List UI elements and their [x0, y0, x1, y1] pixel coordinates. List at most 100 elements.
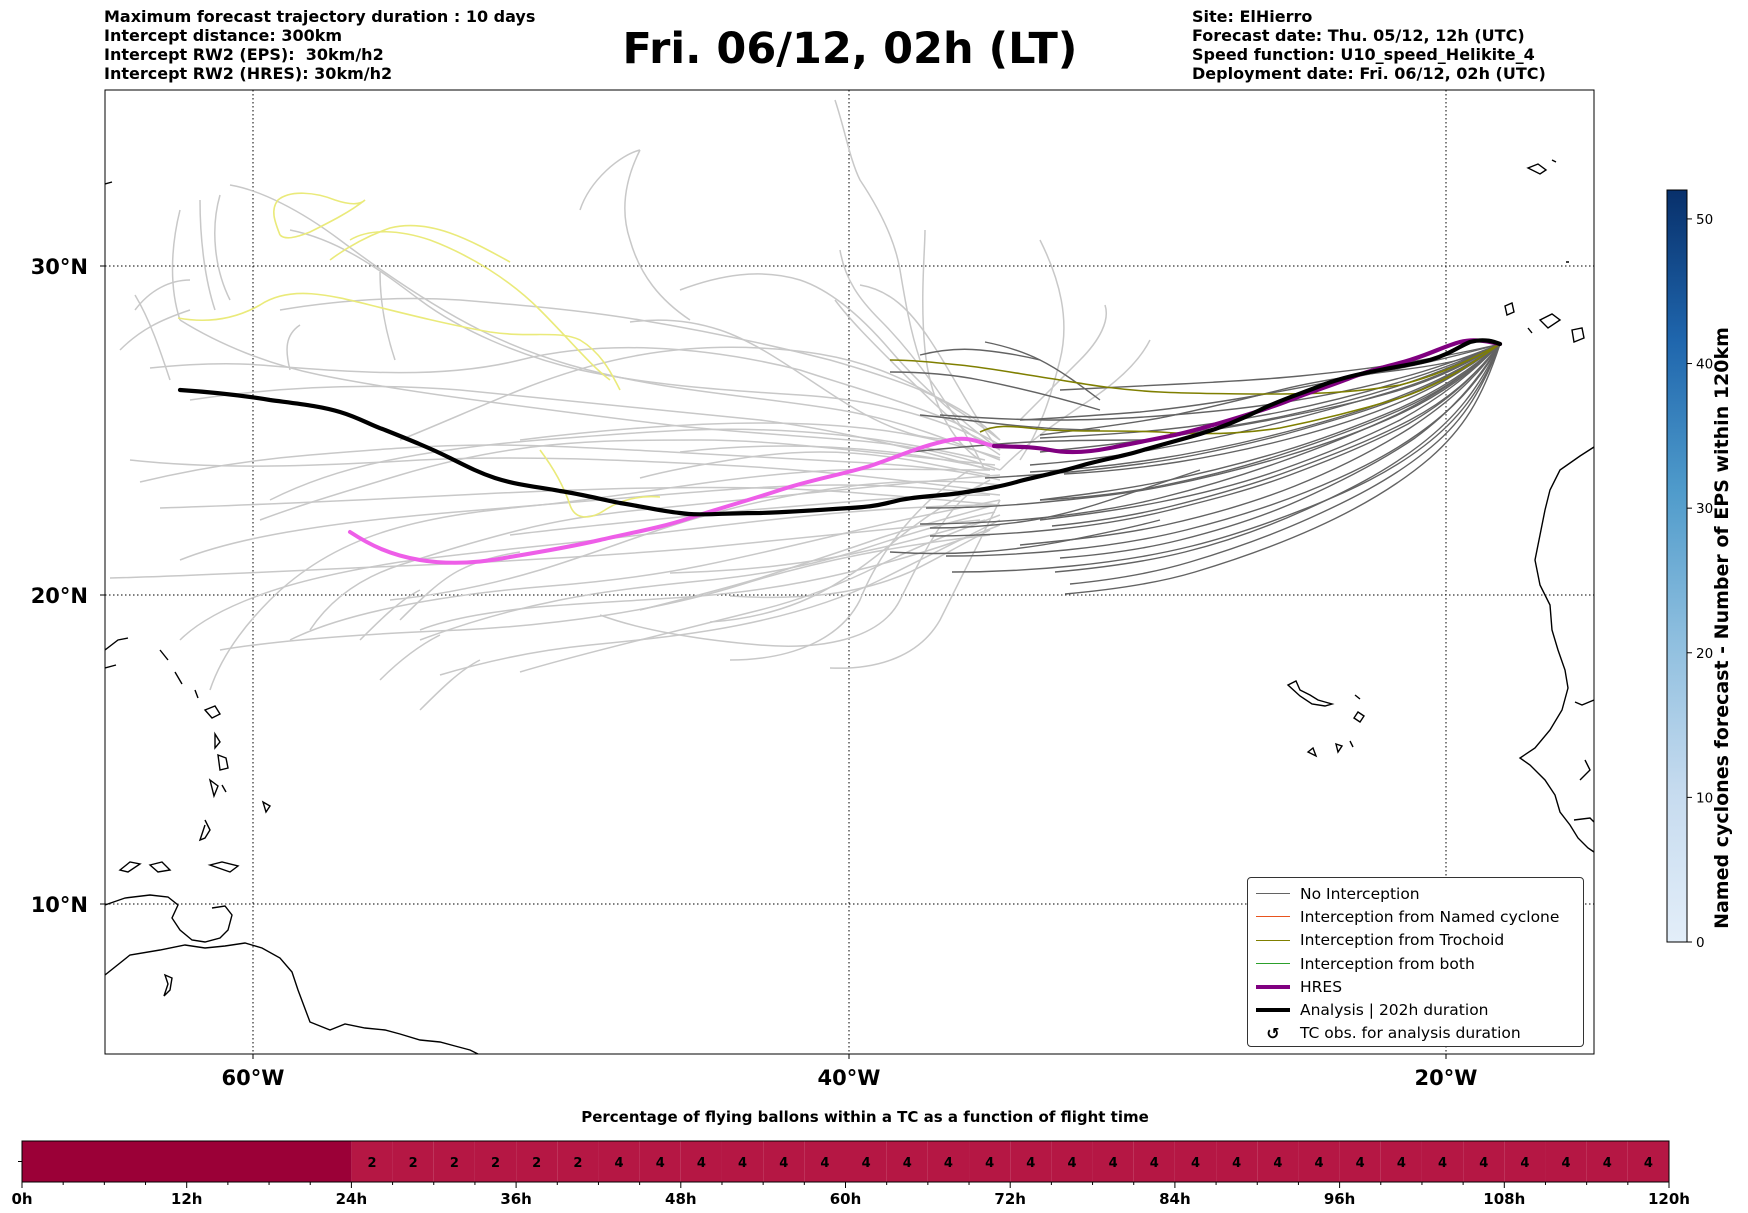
island-canary-3 [1571, 327, 1585, 343]
island-cape-verde-1 [1286, 680, 1335, 707]
timeline-cell [1216, 1141, 1258, 1182]
timeline-cell [1339, 1141, 1381, 1182]
timeline-cell-value: 4 [944, 1156, 953, 1171]
timeline-cell-value: 4 [1520, 1156, 1529, 1171]
legend-item-analysis: Analysis | 202h duration [1248, 998, 1583, 1021]
coast-south-america [105, 942, 479, 1054]
timeline-tick-label: 36h [500, 1190, 532, 1208]
timeline-cell [392, 1141, 434, 1182]
island-cape-verde-3 [1353, 711, 1365, 723]
coast-cuba-hispaniola [105, 637, 199, 699]
timeline-cell-value: 4 [615, 1156, 624, 1171]
island-cape-verde-2 [1354, 694, 1361, 700]
coast-africa [1518, 446, 1594, 853]
timeline-cell [1092, 1141, 1134, 1182]
timeline-cell [804, 1141, 846, 1182]
eps-tracks-yellow [177, 192, 661, 518]
timeline-tick-label: 72h [994, 1190, 1026, 1208]
island-antilles-7 [261, 800, 271, 814]
map-legend: No Interception Interception from Named … [1247, 877, 1584, 1047]
island-antilles-9 [207, 861, 240, 873]
timeline-cell [474, 1141, 517, 1182]
timeline-cell [1421, 1141, 1464, 1182]
coast-africa-guinea [1573, 699, 1594, 823]
header-left-line-3: Intercept RW2 (EPS): 30km/h2 [104, 45, 384, 64]
timeline-cell-value: 4 [738, 1156, 747, 1171]
timeline-cell-value: 4 [697, 1156, 706, 1171]
timeline-cell-value: 4 [1397, 1156, 1406, 1171]
timeline-ticks: 0h 12h 24h 36h 48h 60h 72h 84h 96h 108h 120h [11, 1161, 1690, 1208]
timeline-cell [721, 1141, 764, 1182]
lon-label-40w: 40°W [818, 1066, 881, 1090]
timeline-cell-value: 4 [1150, 1156, 1159, 1171]
timeline-cell [1380, 1141, 1422, 1182]
timeline-tick-label: 108h [1483, 1190, 1525, 1208]
timeline-cell [1298, 1141, 1340, 1182]
hres-track-extension [348, 436, 996, 565]
legend-item-tc-obs: ↺ TC obs. for analysis duration [1248, 1022, 1583, 1045]
timeline-cell [1504, 1141, 1546, 1182]
timeline-cell-value: 4 [1644, 1156, 1653, 1171]
timeline-title: Percentage of flying ballons within a TC… [581, 1108, 1149, 1126]
timeline-cell [639, 1141, 681, 1182]
timeline-cell [1174, 1141, 1217, 1182]
timeline-cell-value: 4 [1356, 1156, 1365, 1171]
timeline-cell [763, 1141, 805, 1182]
legend-line-no-interception [1256, 893, 1290, 895]
lat-label-20n: 20°N [31, 584, 88, 608]
timeline-cell-value: 4 [1438, 1156, 1447, 1171]
timeline-cell-value: 2 [532, 1156, 541, 1171]
timeline-cell [557, 1141, 599, 1182]
flight-time-bar: 2 2 2 2 2 2 4 4 4 4 4 4 4 4 4 4 4 4 4 4 4 4 4 4 4 4 4 4 4 4 4 4 0h 12h 24… [11, 1140, 1690, 1208]
colorbar-gradient [1666, 189, 1688, 943]
timeline-cell-value: 4 [1026, 1156, 1035, 1171]
colorbar-ticks: 0 10 20 30 40 50 [1687, 212, 1713, 951]
header-left-line-2: Intercept distance: 300km [104, 26, 343, 45]
trochoid-tracks [889, 343, 1501, 435]
header-right-line-2: Forecast date: Thu. 05/12, 12h (UTC) [1192, 26, 1525, 45]
timeline-cell [516, 1141, 558, 1182]
colorbar-tick-label: 0 [1696, 935, 1705, 951]
timeline-cell [22, 1141, 352, 1182]
timeline-cell [1051, 1141, 1093, 1182]
timeline-cell-value: 4 [1191, 1156, 1200, 1171]
island-cape-verde-4 [1306, 746, 1318, 758]
island-canary-4 [1527, 327, 1533, 334]
island-madeira [1526, 159, 1557, 175]
header-left-line-1: Maximum forecast trajectory duration : 1… [104, 7, 536, 26]
colorbar-tick-label: 10 [1696, 790, 1713, 806]
analysis-track [177, 338, 1503, 517]
coast-venezuela-peninsula [105, 894, 233, 943]
legend-label-trochoid: Interception from Trochoid [1300, 931, 1505, 950]
legend-line-hres [1256, 984, 1290, 989]
timeline-cell [1627, 1141, 1669, 1182]
legend-line-both [1256, 963, 1290, 965]
lat-label-10n: 10°N [31, 893, 88, 917]
timeline-cell [1545, 1141, 1587, 1182]
legend-label-analysis: Analysis | 202h duration [1300, 1001, 1489, 1020]
island-azores-tip [105, 181, 1569, 263]
timeline-cell [433, 1141, 475, 1182]
legend-label-named-cyclone: Interception from Named cyclone [1300, 907, 1560, 926]
lon-label-20w: 20°W [1415, 1066, 1478, 1090]
timeline-cell [845, 1141, 887, 1182]
coastlines [105, 159, 1594, 1054]
legend-label-no-interception: No Interception [1300, 884, 1420, 903]
legend-label-hres: HRES [1300, 977, 1343, 996]
timeline-cell-value: 4 [903, 1156, 912, 1171]
timeline-cell [1257, 1141, 1299, 1182]
timeline-cell-value: 2 [573, 1156, 582, 1171]
colorbar-label: Named cyclones forecast - Number of EPS … [1711, 327, 1733, 929]
timeline-cell-value: 4 [1273, 1156, 1282, 1171]
timeline-tick-label: 96h [1324, 1190, 1356, 1208]
timeline-tick-label: 24h [336, 1190, 368, 1208]
timeline-cell [927, 1141, 970, 1182]
timeline-cell-value: 4 [1109, 1156, 1118, 1171]
timeline-cell-value: 2 [491, 1156, 500, 1171]
timeline-cell [680, 1141, 722, 1182]
legend-item-hres: HRES [1248, 975, 1583, 998]
lat-label-30n: 30°N [31, 255, 88, 279]
timeline-tick-label: 84h [1159, 1190, 1191, 1208]
island-antilles-8 [118, 861, 172, 873]
